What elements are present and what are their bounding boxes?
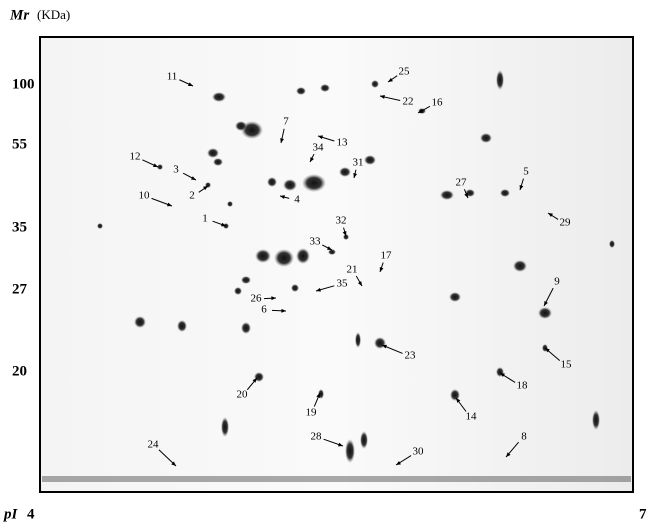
spot-label: 33: [310, 236, 322, 248]
spot-label: 23: [405, 350, 417, 362]
gel-spot: [241, 322, 251, 334]
gel-spot: [449, 292, 461, 302]
gel-spot: [207, 148, 219, 158]
mr-symbol: Mr: [9, 7, 29, 23]
mr-tick-label: 20: [12, 363, 27, 379]
gel-spot: [592, 410, 600, 430]
spot-label: 5: [523, 166, 529, 178]
gel-spot: [283, 179, 297, 191]
gel-spot: [212, 92, 226, 102]
gel-spot: [255, 249, 271, 263]
gel-spot: [513, 260, 527, 272]
spot-label: 12: [130, 151, 141, 163]
pi-end: 7: [639, 506, 646, 522]
gel-spot: [241, 276, 251, 284]
gel-spot: [500, 189, 510, 197]
gel-spot: [339, 167, 351, 177]
gel-spot: [480, 133, 492, 143]
gel-spot: [296, 248, 310, 264]
spot-label: 7: [283, 116, 289, 128]
spot-label: 29: [560, 217, 572, 229]
gel-spot: [97, 223, 103, 229]
gel-spot: [296, 87, 306, 95]
gel-spot: [267, 177, 277, 187]
gel-spot: [609, 240, 615, 248]
gel-spot: [213, 158, 223, 166]
gel-spot: [364, 155, 376, 165]
spot-label: 27: [456, 177, 468, 189]
gel-spot: [374, 337, 386, 349]
spot-label: 31: [353, 157, 364, 169]
gel-spot: [291, 284, 299, 292]
gel-front: [42, 476, 631, 482]
spot-label: 28: [311, 431, 323, 443]
gel-spot: [345, 439, 355, 463]
spot-label: 1: [202, 213, 208, 225]
figure: Mr (KDa) pI 4 7 100553527201125221671334…: [0, 0, 646, 523]
spot-label: 8: [521, 431, 527, 443]
gel-spot: [450, 389, 460, 401]
gel-spot: [177, 320, 187, 332]
spot-label: 19: [306, 407, 318, 419]
mr-unit: (KDa): [37, 7, 70, 22]
spot-label: 13: [337, 137, 349, 149]
gel-spot: [235, 121, 247, 131]
spot-label: 14: [466, 411, 478, 423]
spot-label: 34: [313, 142, 325, 154]
spot-label: 4: [294, 194, 300, 206]
spot-label: 24: [148, 439, 160, 451]
gel-spot: [234, 287, 242, 295]
gel-spot: [274, 249, 294, 267]
mr-tick-label: 35: [12, 219, 27, 235]
spot-label: 2: [189, 190, 195, 202]
gel-spot: [496, 70, 504, 90]
gel-spot: [227, 201, 233, 207]
spot-label: 11: [167, 71, 178, 83]
gel-spot: [221, 417, 229, 437]
mr-tick-label: 100: [12, 76, 35, 92]
spot-label: 10: [139, 190, 151, 202]
mr-tick-label: 55: [12, 136, 27, 152]
spot-label: 6: [261, 304, 267, 316]
gel-spot: [134, 316, 146, 328]
spot-label: 15: [561, 359, 573, 371]
gel-spot: [360, 431, 368, 449]
spot-label: 35: [337, 278, 349, 290]
spot-label: 25: [399, 66, 411, 78]
spot-label: 22: [403, 96, 414, 108]
spot-label: 32: [336, 215, 347, 227]
spot-label: 30: [413, 446, 425, 458]
pi-label: pI: [2, 506, 19, 522]
pi-start: 4: [27, 506, 35, 522]
gel-spot: [355, 332, 361, 348]
spot-label: 18: [517, 380, 529, 392]
spot-label: 9: [554, 276, 560, 288]
spot-label: 16: [432, 97, 444, 109]
spot-label: 17: [381, 250, 393, 262]
gel: [40, 37, 633, 492]
gel-spot: [320, 84, 330, 92]
gel-spot: [302, 174, 326, 192]
gel-spot: [440, 190, 454, 200]
spot-label: 3: [173, 164, 179, 176]
spot-label: 20: [237, 389, 249, 401]
gel-spot: [371, 80, 379, 88]
gel-spot: [538, 307, 552, 319]
spot-label: 21: [347, 264, 358, 276]
mr-tick-label: 27: [12, 281, 28, 297]
